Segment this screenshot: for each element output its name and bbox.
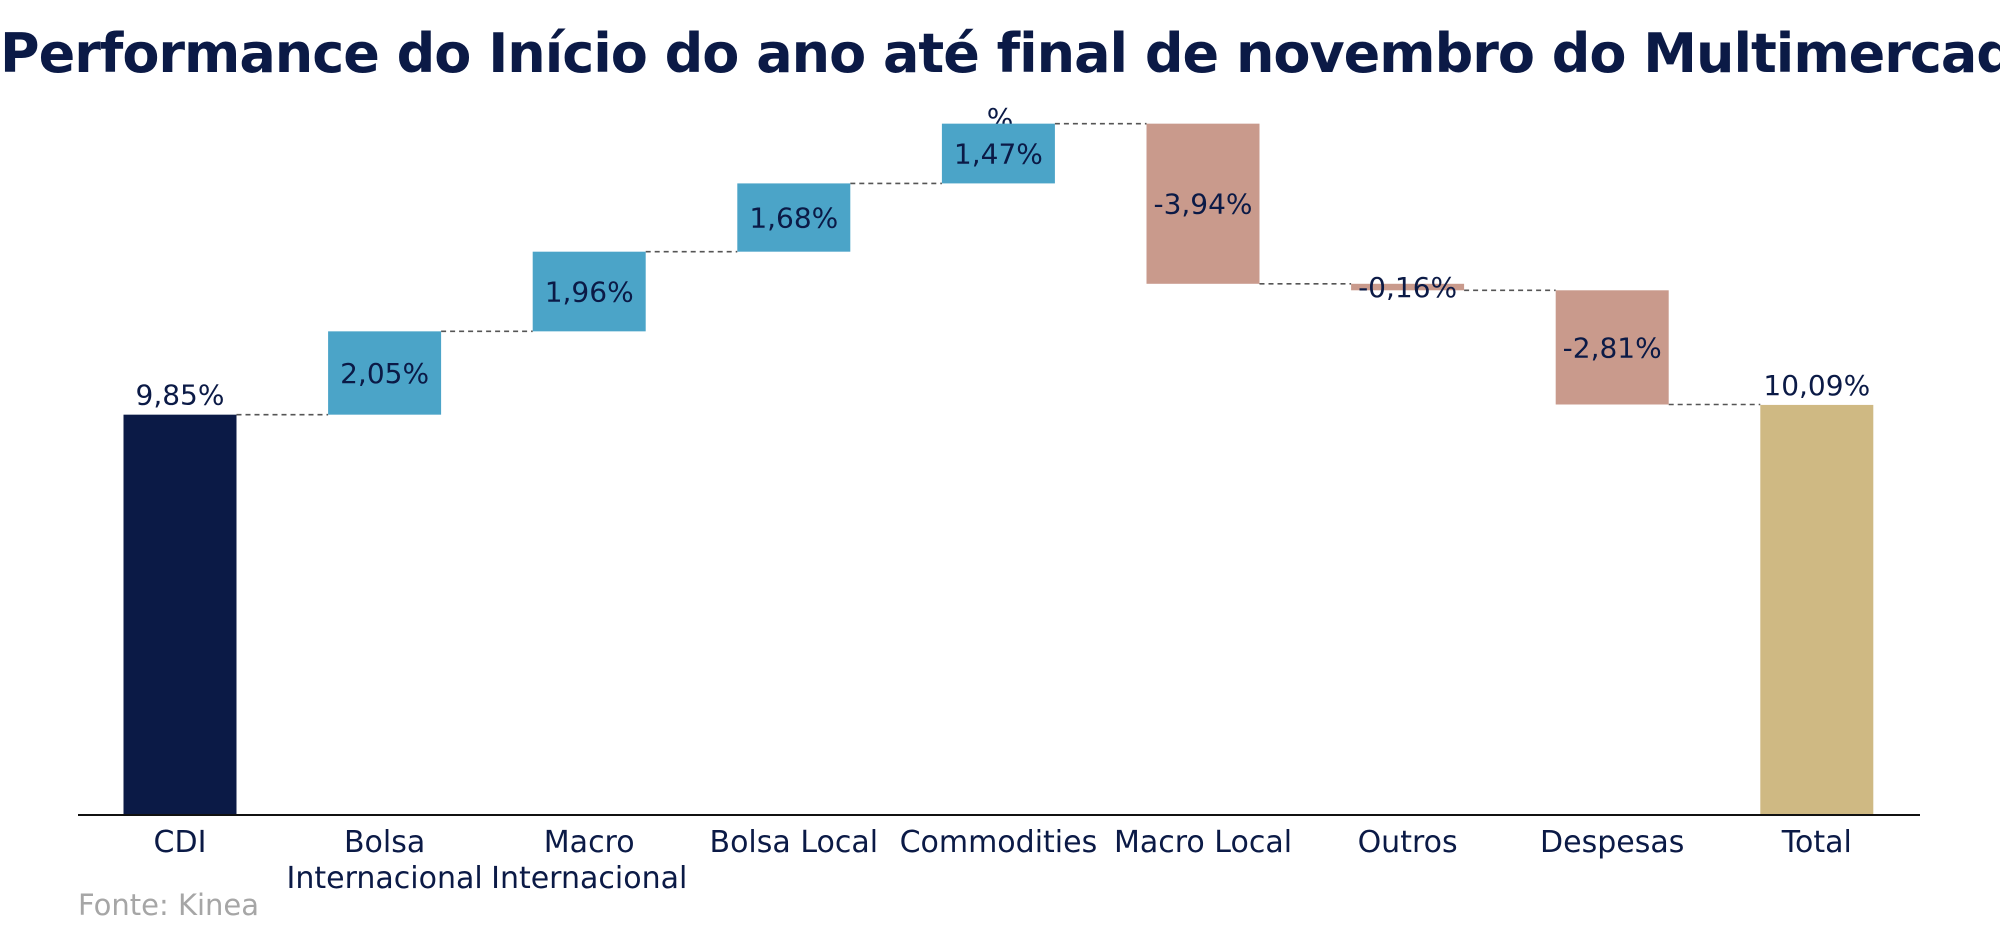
tick-label: Total	[1781, 825, 1852, 860]
source-note: Fonte: Kinea	[78, 888, 260, 922]
data-label: -3,94%	[1153, 188, 1252, 221]
bar-macro-internacional	[532, 251, 646, 332]
tick-label: Bolsa Internacional	[286, 825, 482, 896]
data-label: 2,05%	[340, 357, 429, 390]
chart-title: Performance do Início do ano até final d…	[0, 22, 2000, 85]
bar-bolsa-local	[737, 183, 851, 252]
data-label: -0,16%	[1358, 271, 1457, 304]
bar-macro-local	[1146, 123, 1260, 284]
data-label: 1,96%	[545, 276, 634, 309]
data-label: 1,68%	[749, 202, 838, 235]
tick-label: Despesas	[1540, 825, 1684, 860]
tick-label: Commodities	[900, 825, 1098, 860]
data-label: -2,81%	[1563, 331, 1662, 364]
tick-label: Bolsa Local	[710, 825, 879, 860]
tick-label: Macro Local	[1114, 825, 1292, 860]
data-label: 10,09%	[1763, 369, 1870, 402]
bar-commodities	[941, 123, 1055, 184]
bar-cdi	[123, 414, 237, 815]
tick-label: Outros	[1358, 825, 1458, 860]
data-label: 1,47%	[954, 138, 1043, 171]
bar-despesas	[1555, 290, 1669, 405]
data-label: 9,85%	[136, 379, 225, 412]
tick-label: CDI	[154, 825, 207, 860]
bar-bolsa-internacional	[328, 331, 442, 415]
bar-outros	[1351, 283, 1465, 291]
tick-label: Macro Internacional	[491, 825, 687, 896]
bar-total	[1760, 404, 1874, 815]
